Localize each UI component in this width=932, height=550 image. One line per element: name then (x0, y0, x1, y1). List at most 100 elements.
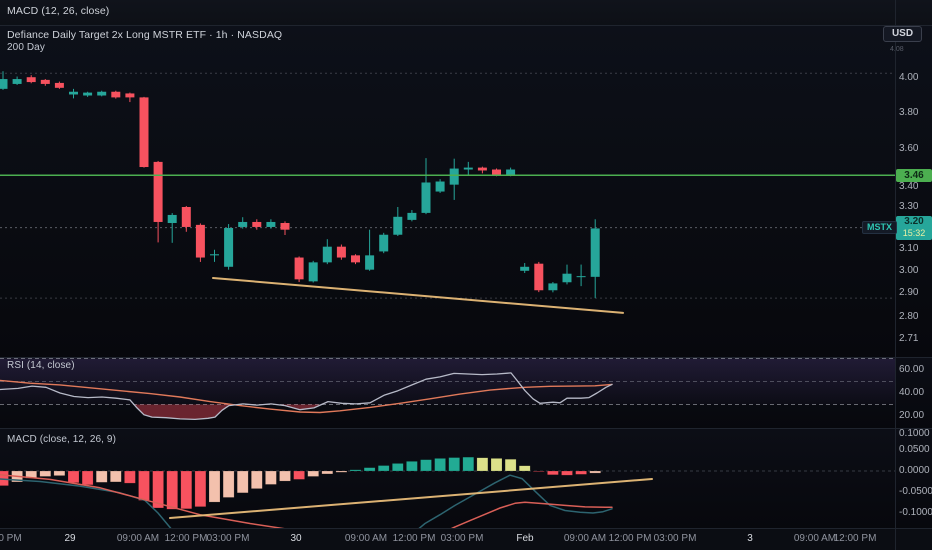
top-indicator-legend[interactable]: MACD (12, 26, close) (7, 5, 110, 17)
macd-histogram-bar (434, 458, 446, 472)
candle (69, 91, 78, 95)
candle (224, 228, 234, 267)
current-price-badge: 3.20 15:32 (896, 215, 932, 240)
price-tick: 3.60 (899, 142, 919, 154)
macd-histogram-bar (81, 470, 94, 486)
macd-histogram-bar (251, 470, 263, 489)
macd-histogram-bar (321, 470, 334, 475)
macd-legend[interactable]: MACD (close, 12, 26, 9) (7, 434, 117, 445)
level-price-badge: 3.46 (896, 168, 932, 182)
time-label-day: Feb (516, 533, 534, 544)
trendline[interactable] (212, 276, 624, 314)
macd-chart[interactable] (0, 428, 932, 528)
candle (83, 92, 93, 96)
candle (153, 161, 163, 222)
time-label: 09:00 AM (793, 533, 837, 544)
macd-histogram-bar (279, 470, 291, 482)
time-label: 03:00 PM (653, 533, 697, 544)
time-label: 12:00 PM (608, 533, 652, 544)
candle (449, 168, 459, 185)
macd-histogram-bar (518, 465, 531, 472)
candle (576, 276, 586, 278)
time-label: 09:00 AM (563, 533, 607, 544)
rsi-tick: 60.00 (899, 364, 925, 375)
candle (111, 91, 121, 98)
candle (562, 273, 572, 283)
macd-histogram-bar (547, 470, 559, 476)
macd-tick: 0.0500 (899, 444, 930, 455)
rsi-pane[interactable]: RSI (14, close) (0, 357, 932, 428)
main-chart-pane[interactable]: Defiance Daily Target 2x Long MSTR ETF ·… (0, 25, 932, 357)
pane-separator[interactable] (0, 357, 932, 358)
macd-histogram-bar (349, 469, 362, 472)
time-label-day: 30 (290, 533, 302, 544)
price-tick: 2.90 (899, 287, 919, 299)
price-tick: 3.00 (899, 264, 919, 276)
candle (195, 224, 205, 258)
candle (322, 246, 332, 263)
candle (393, 216, 403, 235)
symbol-title[interactable]: Defiance Daily Target 2x Long MSTR ETF ·… (7, 29, 283, 41)
macd-histogram-bar (208, 470, 221, 503)
macd-histogram-bar (504, 458, 517, 472)
price-tick: 3.80 (899, 106, 919, 118)
candle (365, 255, 375, 270)
macd-histogram-bar (533, 470, 545, 472)
macd-histogram-bar (589, 470, 601, 474)
pane-separator[interactable] (0, 528, 932, 529)
axis-separator (895, 0, 896, 550)
macd-histogram-bar (124, 470, 136, 484)
time-label: 12:00 PM (833, 533, 877, 544)
candle (266, 221, 276, 227)
candle (336, 246, 346, 258)
rsi-legend[interactable]: RSI (14, close) (7, 360, 75, 371)
time-axis[interactable]: 0 PM 29 09:00 AM 12:00 PM 03:00 PM 30 09:00 AM… (0, 528, 932, 550)
candle (506, 169, 516, 175)
time-label-day: 29 (64, 533, 76, 544)
macd-histogram-bar (152, 470, 164, 509)
pane-separator[interactable] (0, 25, 932, 26)
pane-separator[interactable] (0, 428, 932, 429)
macd-histogram-bar (194, 470, 207, 507)
macd-histogram-bar (575, 470, 587, 475)
study-label-200-day[interactable]: 200 Day (7, 42, 45, 53)
macd-histogram-bar (307, 470, 319, 477)
candle (12, 79, 22, 84)
candle (590, 228, 600, 277)
candle (294, 257, 304, 280)
candle (238, 221, 248, 227)
price-tick: 3.30 (899, 200, 919, 212)
candle (167, 214, 177, 224)
macd-tick: -0.0500 (899, 486, 932, 497)
candle (181, 206, 191, 227)
currency-toggle-button[interactable]: USD (883, 26, 922, 42)
top-indicator-strip: MACD (12, 26, close) (0, 0, 932, 25)
macd-histogram-bar (53, 470, 66, 476)
macd-histogram-bar (95, 470, 108, 483)
macd-histogram-bar (561, 470, 573, 476)
macd-histogram-bar (420, 459, 432, 472)
candle (125, 93, 135, 98)
time-label-day: 3 (747, 533, 753, 544)
price-tick: 3.10 (899, 242, 919, 254)
candle (54, 82, 64, 88)
candle (139, 97, 149, 168)
time-label: 12:00 PM (164, 533, 208, 544)
candle (97, 91, 107, 96)
macd-tick: 0.0000 (899, 465, 930, 476)
candle (477, 167, 487, 171)
macd-pane[interactable]: MACD (close, 12, 26, 9) (0, 428, 932, 528)
macd-histogram-bar (180, 470, 193, 510)
macd-histogram-bar (265, 470, 277, 485)
candle (280, 223, 290, 230)
candle (351, 255, 360, 263)
macd-histogram-bar (0, 470, 9, 486)
macd-histogram-bar (392, 463, 404, 472)
candle (463, 167, 473, 170)
rsi-chart[interactable] (0, 357, 932, 428)
macd-trendline[interactable] (169, 477, 653, 520)
candle (0, 79, 8, 89)
time-label: 03:00 PM (440, 533, 484, 544)
candlestick-chart[interactable] (0, 25, 932, 357)
